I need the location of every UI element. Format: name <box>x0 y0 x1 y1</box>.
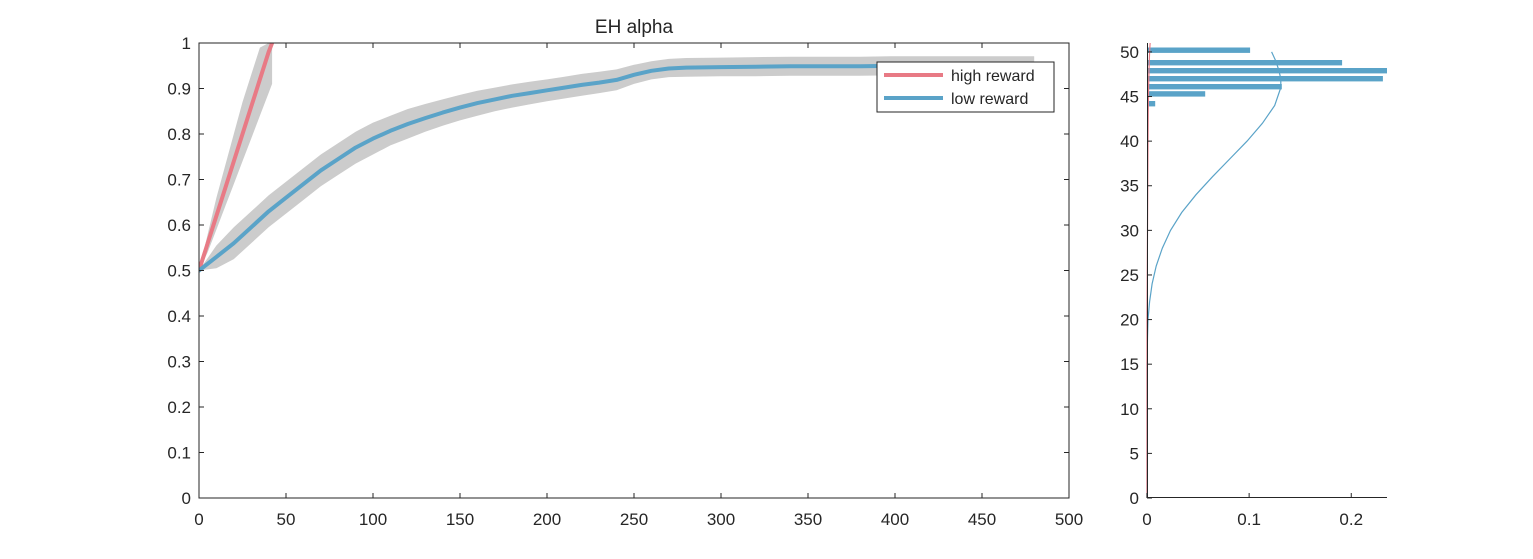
legend-label-high-reward: high reward <box>951 68 1035 85</box>
x-tick-label: 400 <box>881 510 909 529</box>
series-lines <box>199 43 1037 273</box>
x-tick-label: 450 <box>968 510 996 529</box>
series-line-low-reward <box>199 63 1037 273</box>
histogram-bar <box>1147 60 1343 66</box>
y-tick-label: 0.3 <box>167 353 191 372</box>
main-chart-title: EH alpha <box>595 17 674 38</box>
histogram-bar <box>1147 101 1156 107</box>
side-plot-area <box>1147 43 1387 498</box>
histogram-bar <box>1147 91 1206 97</box>
histogram-bar <box>1147 76 1383 82</box>
side-x-axis: 0 0.1 0.2 <box>1142 493 1363 529</box>
y-tick-label: 1 <box>182 34 191 53</box>
x-tick-label: 250 <box>620 510 648 529</box>
main-y-axis: 0 0.1 0.2 0.3 0.4 0.5 0.6 0.7 0.8 0.9 1 <box>167 34 1069 508</box>
side-y-tick-label: 40 <box>1120 132 1139 151</box>
band-low-reward <box>199 56 1035 271</box>
side-y-tick-label: 0 <box>1130 489 1139 508</box>
side-x-tick-label: 0.1 <box>1237 510 1261 529</box>
side-y-axis: 0 5 10 15 20 25 30 35 40 45 50 <box>1120 43 1152 508</box>
y-tick-label: 0.4 <box>167 307 191 326</box>
side-y-tick-label: 45 <box>1120 88 1139 107</box>
x-tick-label: 50 <box>277 510 296 529</box>
side-histogram: 0 0.1 0.2 0 5 10 15 20 25 30 35 40 45 50 <box>1120 43 1387 529</box>
x-tick-label: 150 <box>446 510 474 529</box>
y-tick-label: 0.6 <box>167 216 191 235</box>
y-tick-label: 0.9 <box>167 80 191 99</box>
y-tick-label: 0.2 <box>167 398 191 417</box>
y-tick-label: 0 <box>182 489 191 508</box>
side-x-tick-label: 0.2 <box>1339 510 1363 529</box>
y-tick-label: 0.5 <box>167 262 191 281</box>
x-tick-label: 350 <box>794 510 822 529</box>
side-x-tick-label: 0 <box>1142 510 1151 529</box>
y-tick-label: 0.8 <box>167 125 191 144</box>
histogram-bar <box>1147 47 1251 53</box>
x-tick-label: 0 <box>194 510 203 529</box>
side-y-tick-label: 15 <box>1120 355 1139 374</box>
histogram-bar <box>1147 84 1282 90</box>
side-y-tick-label: 50 <box>1120 43 1139 62</box>
legend-box <box>876 61 1055 113</box>
y-tick-label: 0.1 <box>167 444 191 463</box>
histogram-bars <box>1147 47 1387 107</box>
side-y-tick-label: 30 <box>1120 221 1139 240</box>
side-y-tick-label: 10 <box>1120 400 1139 419</box>
x-tick-label: 100 <box>359 510 387 529</box>
y-tick-label: 0.7 <box>167 171 191 190</box>
side-y-tick-label: 20 <box>1120 311 1139 330</box>
histogram-bar <box>1147 68 1387 74</box>
x-tick-label: 500 <box>1055 510 1083 529</box>
side-y-tick-label: 35 <box>1120 177 1139 196</box>
x-tick-label: 200 <box>533 510 561 529</box>
legend: high reward low reward <box>876 61 1055 113</box>
series-line-high-reward <box>199 43 275 273</box>
x-tick-label: 300 <box>707 510 735 529</box>
legend-label-low-reward: low reward <box>951 91 1028 108</box>
main-x-axis: 0 50 100 150 200 250 300 350 400 450 500 <box>194 43 1083 529</box>
main-plot-area <box>199 43 1069 498</box>
side-y-tick-label: 5 <box>1130 444 1139 463</box>
main-chart: EH alpha 0 50 100 150 200 250 300 350 400 450 500 … <box>167 17 1083 529</box>
side-y-tick-label: 25 <box>1120 266 1139 285</box>
